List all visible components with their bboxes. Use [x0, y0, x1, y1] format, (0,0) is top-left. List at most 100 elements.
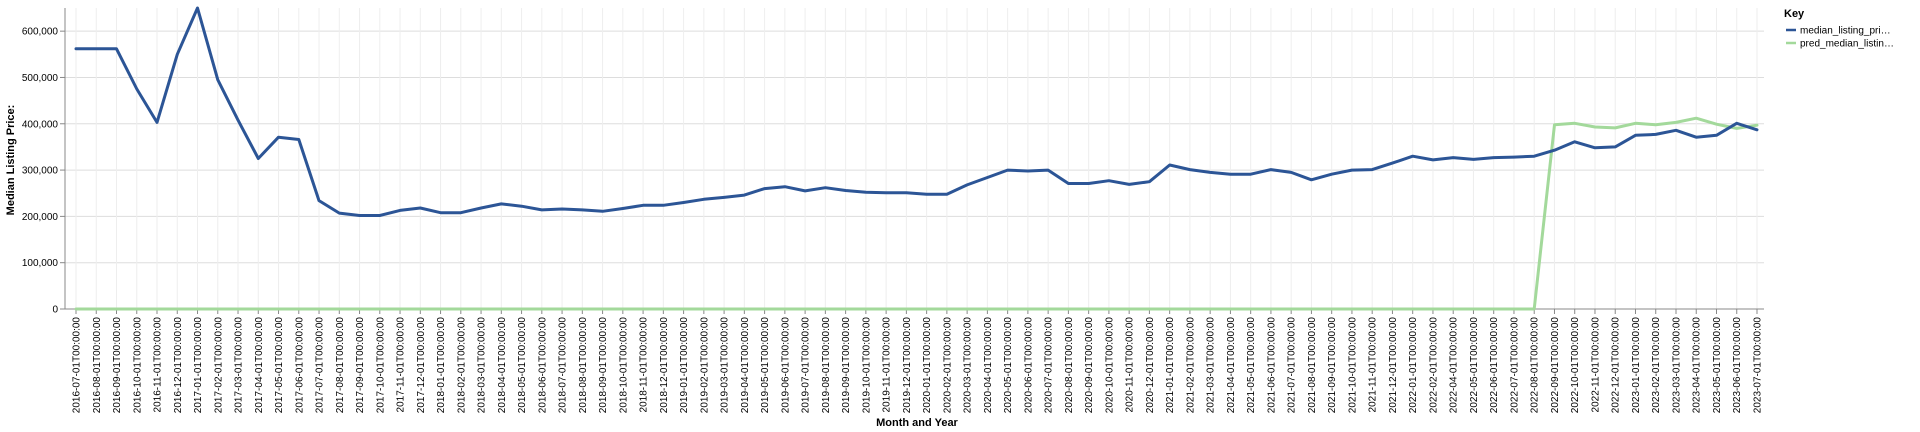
x-tick-label: 2018-07-01T00:00:00 — [558, 317, 569, 414]
x-tick-label: 2018-01-01T00:00:00 — [436, 317, 447, 414]
x-tick-label: 2021-10-01T00:00:00 — [1347, 317, 1358, 414]
series-layer — [74, 6, 1759, 311]
x-tick-label: 2016-08-01T00:00:00 — [92, 317, 103, 414]
x-tick-label: 2021-12-01T00:00:00 — [1388, 317, 1399, 414]
x-tick-label: 2020-01-01T00:00:00 — [922, 317, 933, 414]
x-axis: 2016-07-01T00:00:00 2016-08-01T00:00:00 20… — [65, 308, 1764, 414]
x-tick-label: 2018-02-01T00:00:00 — [456, 317, 467, 414]
legend-title: Key — [1784, 8, 1805, 20]
x-tick-label: 2017-05-01T00:00:00 — [274, 317, 285, 414]
y-tick-label: 200,000 — [22, 212, 59, 223]
x-tick-label: 2022-02-01T00:00:00 — [1428, 317, 1439, 414]
x-tick-label: 2016-07-01T00:00:00 — [72, 317, 83, 414]
x-tick-label: 2019-12-01T00:00:00 — [902, 317, 913, 414]
x-tick-label: 2018-06-01T00:00:00 — [537, 317, 548, 414]
x-tick-label: 2017-09-01T00:00:00 — [355, 317, 366, 414]
x-tick-label: 2016-10-01T00:00:00 — [132, 317, 143, 414]
x-tick-label: 2020-05-01T00:00:00 — [1003, 317, 1014, 414]
x-tick-label: 2021-01-01T00:00:00 — [1165, 317, 1176, 414]
x-tick-label: 2019-03-01T00:00:00 — [720, 317, 731, 414]
x-tick-label: 2022-09-01T00:00:00 — [1550, 317, 1561, 414]
x-tick-label: 2019-04-01T00:00:00 — [740, 317, 751, 414]
x-tick-label: 2019-05-01T00:00:00 — [760, 317, 771, 414]
x-tick-label: 2019-10-01T00:00:00 — [861, 317, 872, 414]
y-tick-label: 400,000 — [22, 119, 59, 130]
x-tick-label: 2021-08-01T00:00:00 — [1307, 317, 1318, 414]
x-tick-label: 2017-12-01T00:00:00 — [416, 317, 427, 414]
x-tick-label: 2023-05-01T00:00:00 — [1712, 317, 1723, 414]
x-tick-label: 2016-12-01T00:00:00 — [173, 317, 184, 414]
x-tick-label: 2018-09-01T00:00:00 — [598, 317, 609, 414]
x-tick-label: 2020-03-01T00:00:00 — [963, 317, 974, 414]
legend-label: median_listing_pri… — [1800, 26, 1891, 37]
legend-label: pred_median_listin… — [1800, 39, 1894, 50]
x-tick-label: 2023-07-01T00:00:00 — [1753, 317, 1764, 414]
x-tick-label: 2022-12-01T00:00:00 — [1611, 317, 1622, 414]
x-tick-label: 2020-06-01T00:00:00 — [1023, 317, 1034, 414]
y-axis-title: Median Listing Price: — [5, 105, 17, 216]
x-tick-label: 2017-01-01T00:00:00 — [193, 317, 204, 414]
x-tick-label: 2022-08-01T00:00:00 — [1530, 317, 1541, 414]
x-tick-label: 2021-06-01T00:00:00 — [1266, 317, 1277, 414]
x-tick-label: 2021-04-01T00:00:00 — [1226, 317, 1237, 414]
x-tick-label: 2021-02-01T00:00:00 — [1185, 317, 1196, 414]
y-tick-label: 0 — [52, 305, 58, 316]
x-tick-label: 2022-10-01T00:00:00 — [1570, 317, 1581, 414]
x-tick-label: 2017-04-01T00:00:00 — [254, 317, 265, 414]
x-tick-label: 2018-12-01T00:00:00 — [659, 317, 670, 414]
x-tick-label: 2019-11-01T00:00:00 — [882, 317, 893, 413]
x-tick-label: 2022-01-01T00:00:00 — [1408, 317, 1419, 414]
x-tick-label: 2020-09-01T00:00:00 — [1084, 317, 1095, 414]
x-tick-label: 2021-11-01T00:00:00 — [1368, 317, 1379, 413]
x-tick-label: 2017-10-01T00:00:00 — [375, 317, 386, 414]
x-tick-label: 2020-02-01T00:00:00 — [942, 317, 953, 414]
legend-item: pred_median_listin… — [1786, 39, 1894, 50]
x-tick-label: 2018-11-01T00:00:00 — [639, 317, 650, 413]
y-tick-label: 600,000 — [22, 27, 59, 38]
x-tick-label: 2018-10-01T00:00:00 — [618, 317, 629, 414]
x-tick-label: 2017-07-01T00:00:00 — [315, 317, 326, 414]
x-tick-label: 2023-06-01T00:00:00 — [1732, 317, 1743, 414]
x-tick-label: 2021-09-01T00:00:00 — [1327, 317, 1338, 414]
legend-item: median_listing_pri… — [1786, 26, 1891, 37]
x-tick-label: 2022-07-01T00:00:00 — [1509, 317, 1520, 414]
x-tick-label: 2017-06-01T00:00:00 — [294, 317, 305, 414]
x-tick-label: 2020-04-01T00:00:00 — [983, 317, 994, 414]
x-tick-label: 2021-03-01T00:00:00 — [1206, 317, 1217, 414]
y-axis: 0 100,000 200,000 300,000 400,000 500,000 600,… — [22, 8, 66, 316]
x-tick-label: 2017-11-01T00:00:00 — [396, 317, 407, 413]
x-tick-label: 2018-05-01T00:00:00 — [517, 317, 528, 414]
x-tick-label: 2021-07-01T00:00:00 — [1287, 317, 1298, 414]
x-tick-label: 2019-02-01T00:00:00 — [699, 317, 710, 414]
x-tick-label: 2022-05-01T00:00:00 — [1469, 317, 1480, 414]
x-tick-label: 2020-07-01T00:00:00 — [1044, 317, 1055, 414]
x-tick-label: 2023-02-01T00:00:00 — [1651, 317, 1662, 414]
x-tick-label: 2019-08-01T00:00:00 — [821, 317, 832, 414]
y-tick-label: 300,000 — [22, 166, 59, 177]
x-tick-label: 2021-05-01T00:00:00 — [1246, 317, 1257, 414]
x-tick-label: 2018-04-01T00:00:00 — [497, 317, 508, 414]
x-tick-label: 2023-04-01T00:00:00 — [1692, 317, 1703, 414]
y-tick-label: 500,000 — [22, 73, 59, 84]
x-tick-label: 2017-03-01T00:00:00 — [234, 317, 245, 414]
series-line — [74, 116, 1759, 311]
legend: Key median_listing_pri… pred_median_listi… — [1784, 8, 1894, 50]
x-tick-label: 2019-06-01T00:00:00 — [780, 317, 791, 414]
series-line — [74, 6, 1759, 217]
x-tick-label: 2019-09-01T00:00:00 — [841, 317, 852, 414]
x-tick-label: 2022-04-01T00:00:00 — [1449, 317, 1460, 414]
x-tick-label: 2017-02-01T00:00:00 — [213, 317, 224, 414]
x-tick-label: 2019-07-01T00:00:00 — [801, 317, 812, 414]
x-tick-label: 2019-01-01T00:00:00 — [679, 317, 690, 414]
x-tick-label: 2023-01-01T00:00:00 — [1631, 317, 1642, 414]
x-tick-label: 2020-12-01T00:00:00 — [1145, 317, 1156, 414]
x-tick-label: 2018-08-01T00:00:00 — [578, 317, 589, 414]
x-tick-label: 2018-03-01T00:00:00 — [477, 317, 488, 414]
x-tick-label: 2017-08-01T00:00:00 — [335, 317, 346, 414]
x-tick-label: 2020-08-01T00:00:00 — [1064, 317, 1075, 414]
x-tick-label: 2020-11-01T00:00:00 — [1125, 317, 1136, 413]
x-axis-title: Month and Year — [876, 417, 958, 429]
x-tick-label: 2022-11-01T00:00:00 — [1590, 317, 1601, 413]
y-tick-label: 100,000 — [22, 258, 59, 269]
